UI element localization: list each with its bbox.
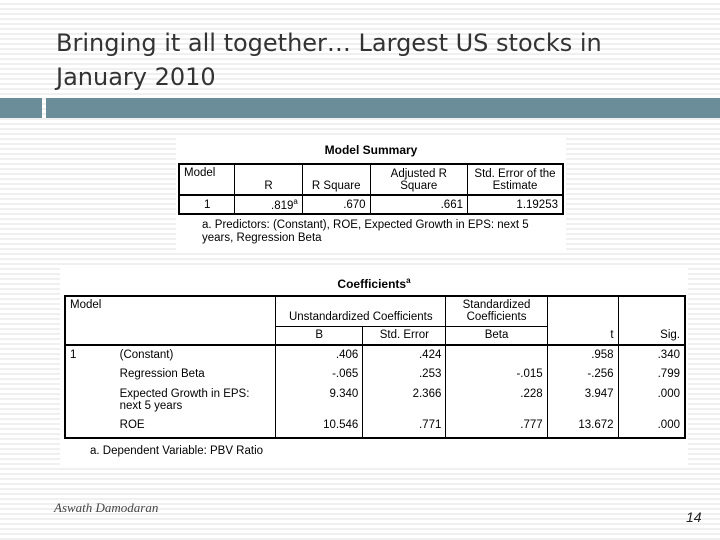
row-r-superscript: a (293, 197, 298, 207)
coef-header-t: t (547, 295, 619, 346)
coef-row-se: .771 (362, 416, 447, 439)
coef-row-t: 3.947 (547, 385, 619, 416)
row-r-square: .670 (302, 195, 371, 215)
header-model: Model (178, 163, 236, 196)
coef-row-b: 9.340 (275, 385, 364, 416)
row-r: .819a (234, 195, 303, 215)
row-model: 1 (178, 195, 236, 215)
coefficients-row-expected-growth: Expected Growth in EPS: next 5 years 9.3… (65, 385, 686, 416)
model-summary-table: Model R R Square Adjusted R Square Std. … (178, 163, 564, 215)
coefficients-panel: Coefficientsa Model Unstandardized Coeff… (60, 267, 688, 465)
coef-row-beta (445, 345, 548, 365)
coefficients-row-regression-beta: Regression Beta -.065 .253 -.015 -.256 .… (65, 365, 686, 385)
coefficients-title-text: Coefficients (337, 277, 407, 291)
coef-header-beta: Beta (445, 326, 548, 346)
coefficients-table: Model Unstandardized Coefficients Standa… (64, 295, 686, 439)
slide-title: Bringing it all together… Largest US sto… (56, 29, 602, 91)
coef-row-sig: .000 (618, 416, 686, 439)
coef-row-sig: .000 (618, 385, 686, 416)
footer-author: Aswath Damodaran (54, 500, 159, 515)
coef-row-beta: .777 (445, 416, 548, 439)
coef-row-beta: -.015 (445, 365, 548, 385)
model-summary-header-row: Model R R Square Adjusted R Square Std. … (178, 163, 564, 196)
coef-header-std-error: Std. Error (362, 326, 447, 346)
row-r-value: .819 (271, 199, 294, 212)
coefficients-title: Coefficientsa (60, 276, 688, 291)
coef-row-name: (Constant) (115, 345, 277, 365)
row-std-error: 1.19253 (467, 195, 564, 215)
coef-row-beta: .228 (445, 385, 548, 416)
coef-row-t: .958 (547, 345, 619, 365)
coef-row-b: 10.546 (275, 416, 364, 439)
coef-row-sig: .340 (618, 345, 686, 365)
coef-row-se: .424 (362, 345, 447, 365)
title-rule-accent (0, 98, 42, 118)
coefficients-row-constant: 1 (Constant) .406 .424 .958 .340 (64, 345, 686, 439)
model-summary-footnote: a. Predictors: (Constant), ROE, Expected… (202, 219, 529, 244)
coefficients-header-row-2: B Std. Error Beta (65, 326, 685, 346)
coef-row-name: Expected Growth in EPS: next 5 years (115, 385, 277, 416)
header-std-error: Std. Error of the Estimate (467, 163, 564, 196)
coef-row-b: .406 (275, 345, 364, 365)
coef-row-t: -.256 (547, 365, 619, 385)
coef-header-model: Model (64, 295, 277, 346)
coef-header-unstandardized: Unstandardized Coefficients (275, 295, 447, 327)
coefficients-header-row-1: Model Unstandardized Coefficients Standa… (64, 295, 686, 346)
header-r: R (234, 163, 303, 196)
coefficients-footnote: a. Dependent Variable: PBV Ratio (90, 445, 264, 457)
coefficients-row-roe: ROE 10.546 .771 .777 13.672 .000 (65, 416, 686, 439)
model-summary-title: Model Summary (324, 143, 418, 157)
coef-row-se: .253 (362, 365, 447, 385)
coef-row-name: Regression Beta (115, 365, 277, 385)
coef-row-b: -.065 (275, 365, 364, 385)
title-rule-bar (46, 98, 720, 118)
header-adj-r-square: Adjusted R Square (370, 163, 469, 196)
coef-model-number: 1 (64, 345, 116, 439)
coef-row-sig: .799 (618, 365, 686, 385)
coef-row-se: 2.366 (362, 385, 447, 416)
page-number: 14 (686, 509, 702, 525)
coef-row-t: 13.672 (547, 416, 619, 439)
model-summary-row: 1 .819a .670 .661 1.19253 (178, 195, 564, 215)
coef-header-b: B (275, 326, 364, 346)
coef-header-standardized: Standardized Coefficients (445, 295, 548, 327)
coef-header-sig: Sig. (618, 295, 686, 346)
row-adj-r-square: .661 (370, 195, 469, 215)
header-r-square: R Square (302, 163, 371, 196)
coef-row-name: ROE (115, 416, 277, 439)
model-summary-panel: Model Summary Model R R Square Adjusted … (176, 136, 566, 250)
coefficients-title-superscript: a (406, 276, 411, 285)
